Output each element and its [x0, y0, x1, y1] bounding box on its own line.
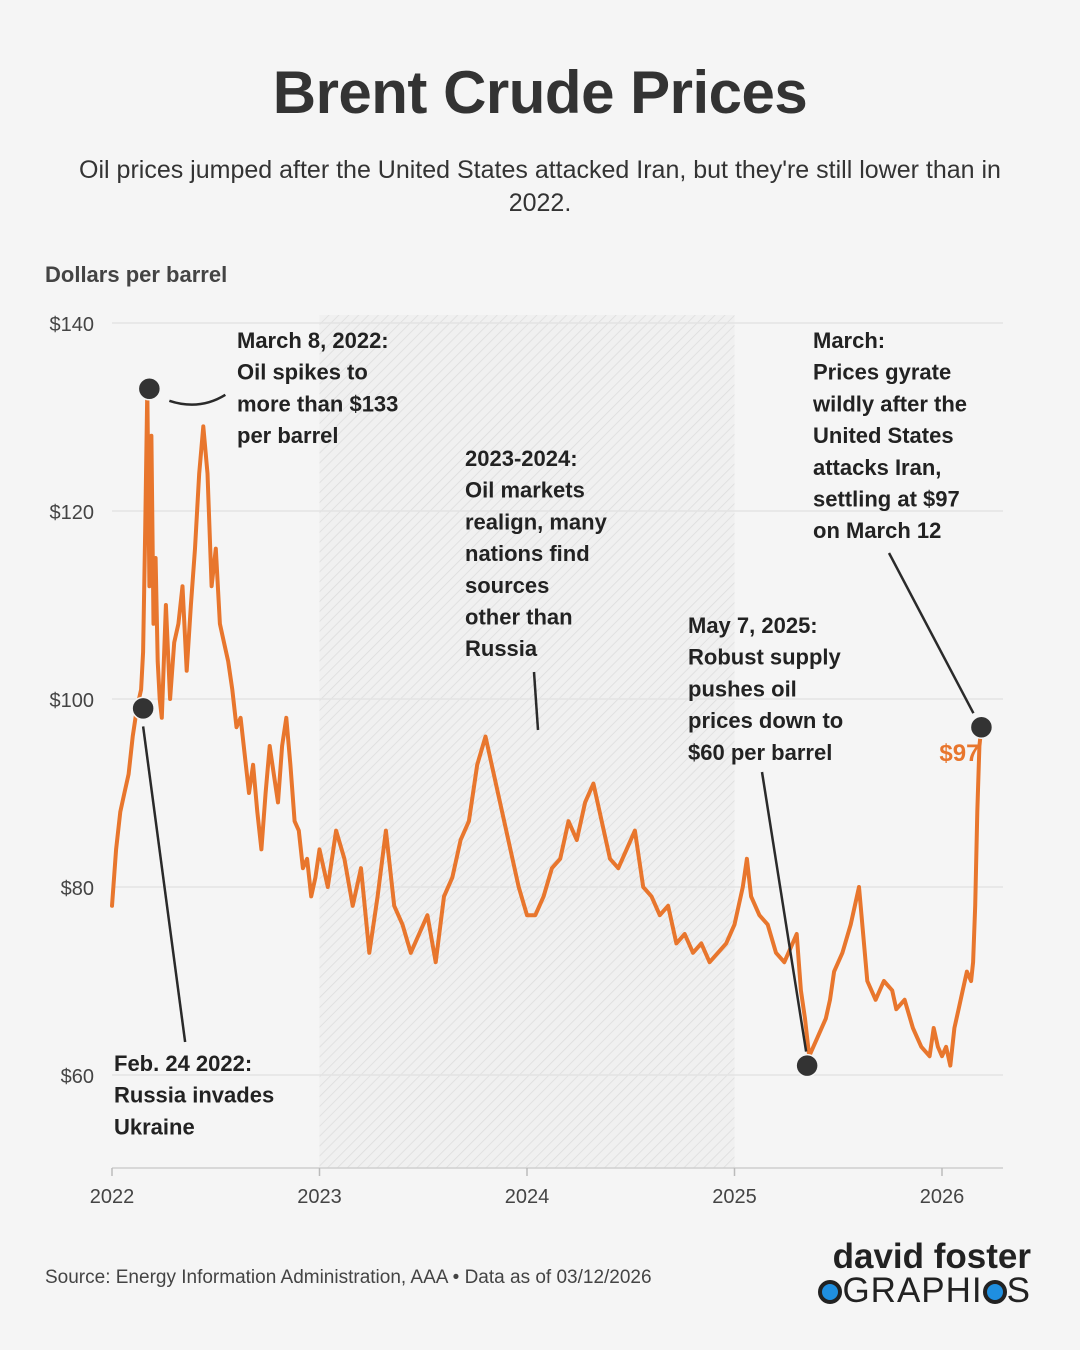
- y-tick-label: $60: [61, 1066, 94, 1088]
- annotation-text-line: prices down to: [688, 708, 843, 733]
- annotation-marker: [137, 377, 162, 401]
- annotation-text-line: other than: [465, 605, 573, 630]
- chart-subtitle: Oil prices jumped after the United State…: [79, 156, 1001, 217]
- annotation-text-line: nations find: [465, 541, 590, 566]
- annotation-marker: [131, 696, 155, 721]
- annotation-text-line: more than $133: [237, 391, 398, 416]
- annotation-marker: [969, 715, 994, 739]
- annotation-connector: [760, 771, 808, 1052]
- annotation-text-line: attacks Iran,: [813, 455, 941, 480]
- annotation-text-line: Ukraine: [114, 1114, 195, 1139]
- y-tick-label: $80: [61, 878, 94, 900]
- annotation-text-line: wildly after the: [812, 391, 967, 416]
- annotation-text-line: settling at $97: [813, 487, 960, 512]
- y-axis-label: Dollars per barrel: [45, 262, 228, 287]
- y-tick-label: $140: [50, 314, 95, 336]
- annotation-marker: [795, 1053, 819, 1078]
- logo-g-icon: [818, 1280, 843, 1304]
- y-tick-label: $100: [50, 690, 95, 712]
- annotation-text-line: pushes oil: [688, 676, 797, 701]
- annotation-connector: [141, 726, 187, 1043]
- annotation-text-line: 2023-2024:: [465, 446, 578, 471]
- x-tick-label: 2026: [920, 1186, 965, 1208]
- logo-line-2-end: S: [1006, 1271, 1031, 1310]
- logo-line-2-text: GRAPHI: [842, 1271, 983, 1310]
- annotation-text-line: March 8, 2022:: [237, 328, 389, 353]
- chart-title: Brent Crude Prices: [272, 59, 808, 126]
- annotation-connector: [532, 671, 540, 731]
- annotation-text-line: realign, many: [465, 509, 608, 534]
- y-tick-label: $120: [50, 502, 95, 524]
- annotation-connector: [887, 552, 975, 714]
- annotation-text-line: United States: [813, 423, 954, 448]
- x-tick-label: 2024: [505, 1186, 550, 1208]
- logo-line-1: david foster: [832, 1237, 1031, 1276]
- annotation-text-line: Oil spikes to: [237, 360, 368, 385]
- annotation-text-line: Russia invades: [114, 1083, 274, 1108]
- annotation-text-line: Russia: [465, 636, 538, 661]
- logo-c-icon: [982, 1280, 1007, 1304]
- price-series-line: [110, 386, 984, 1068]
- annotation-text-line: Oil markets: [465, 478, 585, 503]
- x-tick-label: 2023: [297, 1186, 342, 1208]
- annotation-text-line: $60 per barrel: [688, 740, 832, 765]
- annotation-connector: [168, 393, 227, 406]
- x-tick-label: 2022: [90, 1186, 135, 1208]
- annotation-text-line: Prices gyrate: [813, 360, 951, 385]
- logo-line-2: GRAPHI S: [818, 1271, 1031, 1310]
- annotation-text-line: May 7, 2025:: [688, 613, 818, 638]
- end-value-label: $97: [939, 740, 979, 767]
- annotation-text-line: per barrel: [237, 423, 339, 448]
- brand-logo: david foster GRAPHI S: [818, 1237, 1031, 1310]
- annotation-text-line: on March 12: [813, 518, 941, 543]
- source-note: Source: Energy Information Administratio…: [45, 1267, 652, 1288]
- x-tick-label: 2025: [712, 1186, 757, 1208]
- annotation-text-line: sources: [465, 573, 549, 598]
- shaded-period-band: [319, 315, 735, 1168]
- annotation-text-line: Robust supply: [688, 645, 842, 670]
- annotation-text-line: March:: [813, 328, 885, 353]
- annotation-text-line: Feb. 24 2022:: [114, 1051, 252, 1076]
